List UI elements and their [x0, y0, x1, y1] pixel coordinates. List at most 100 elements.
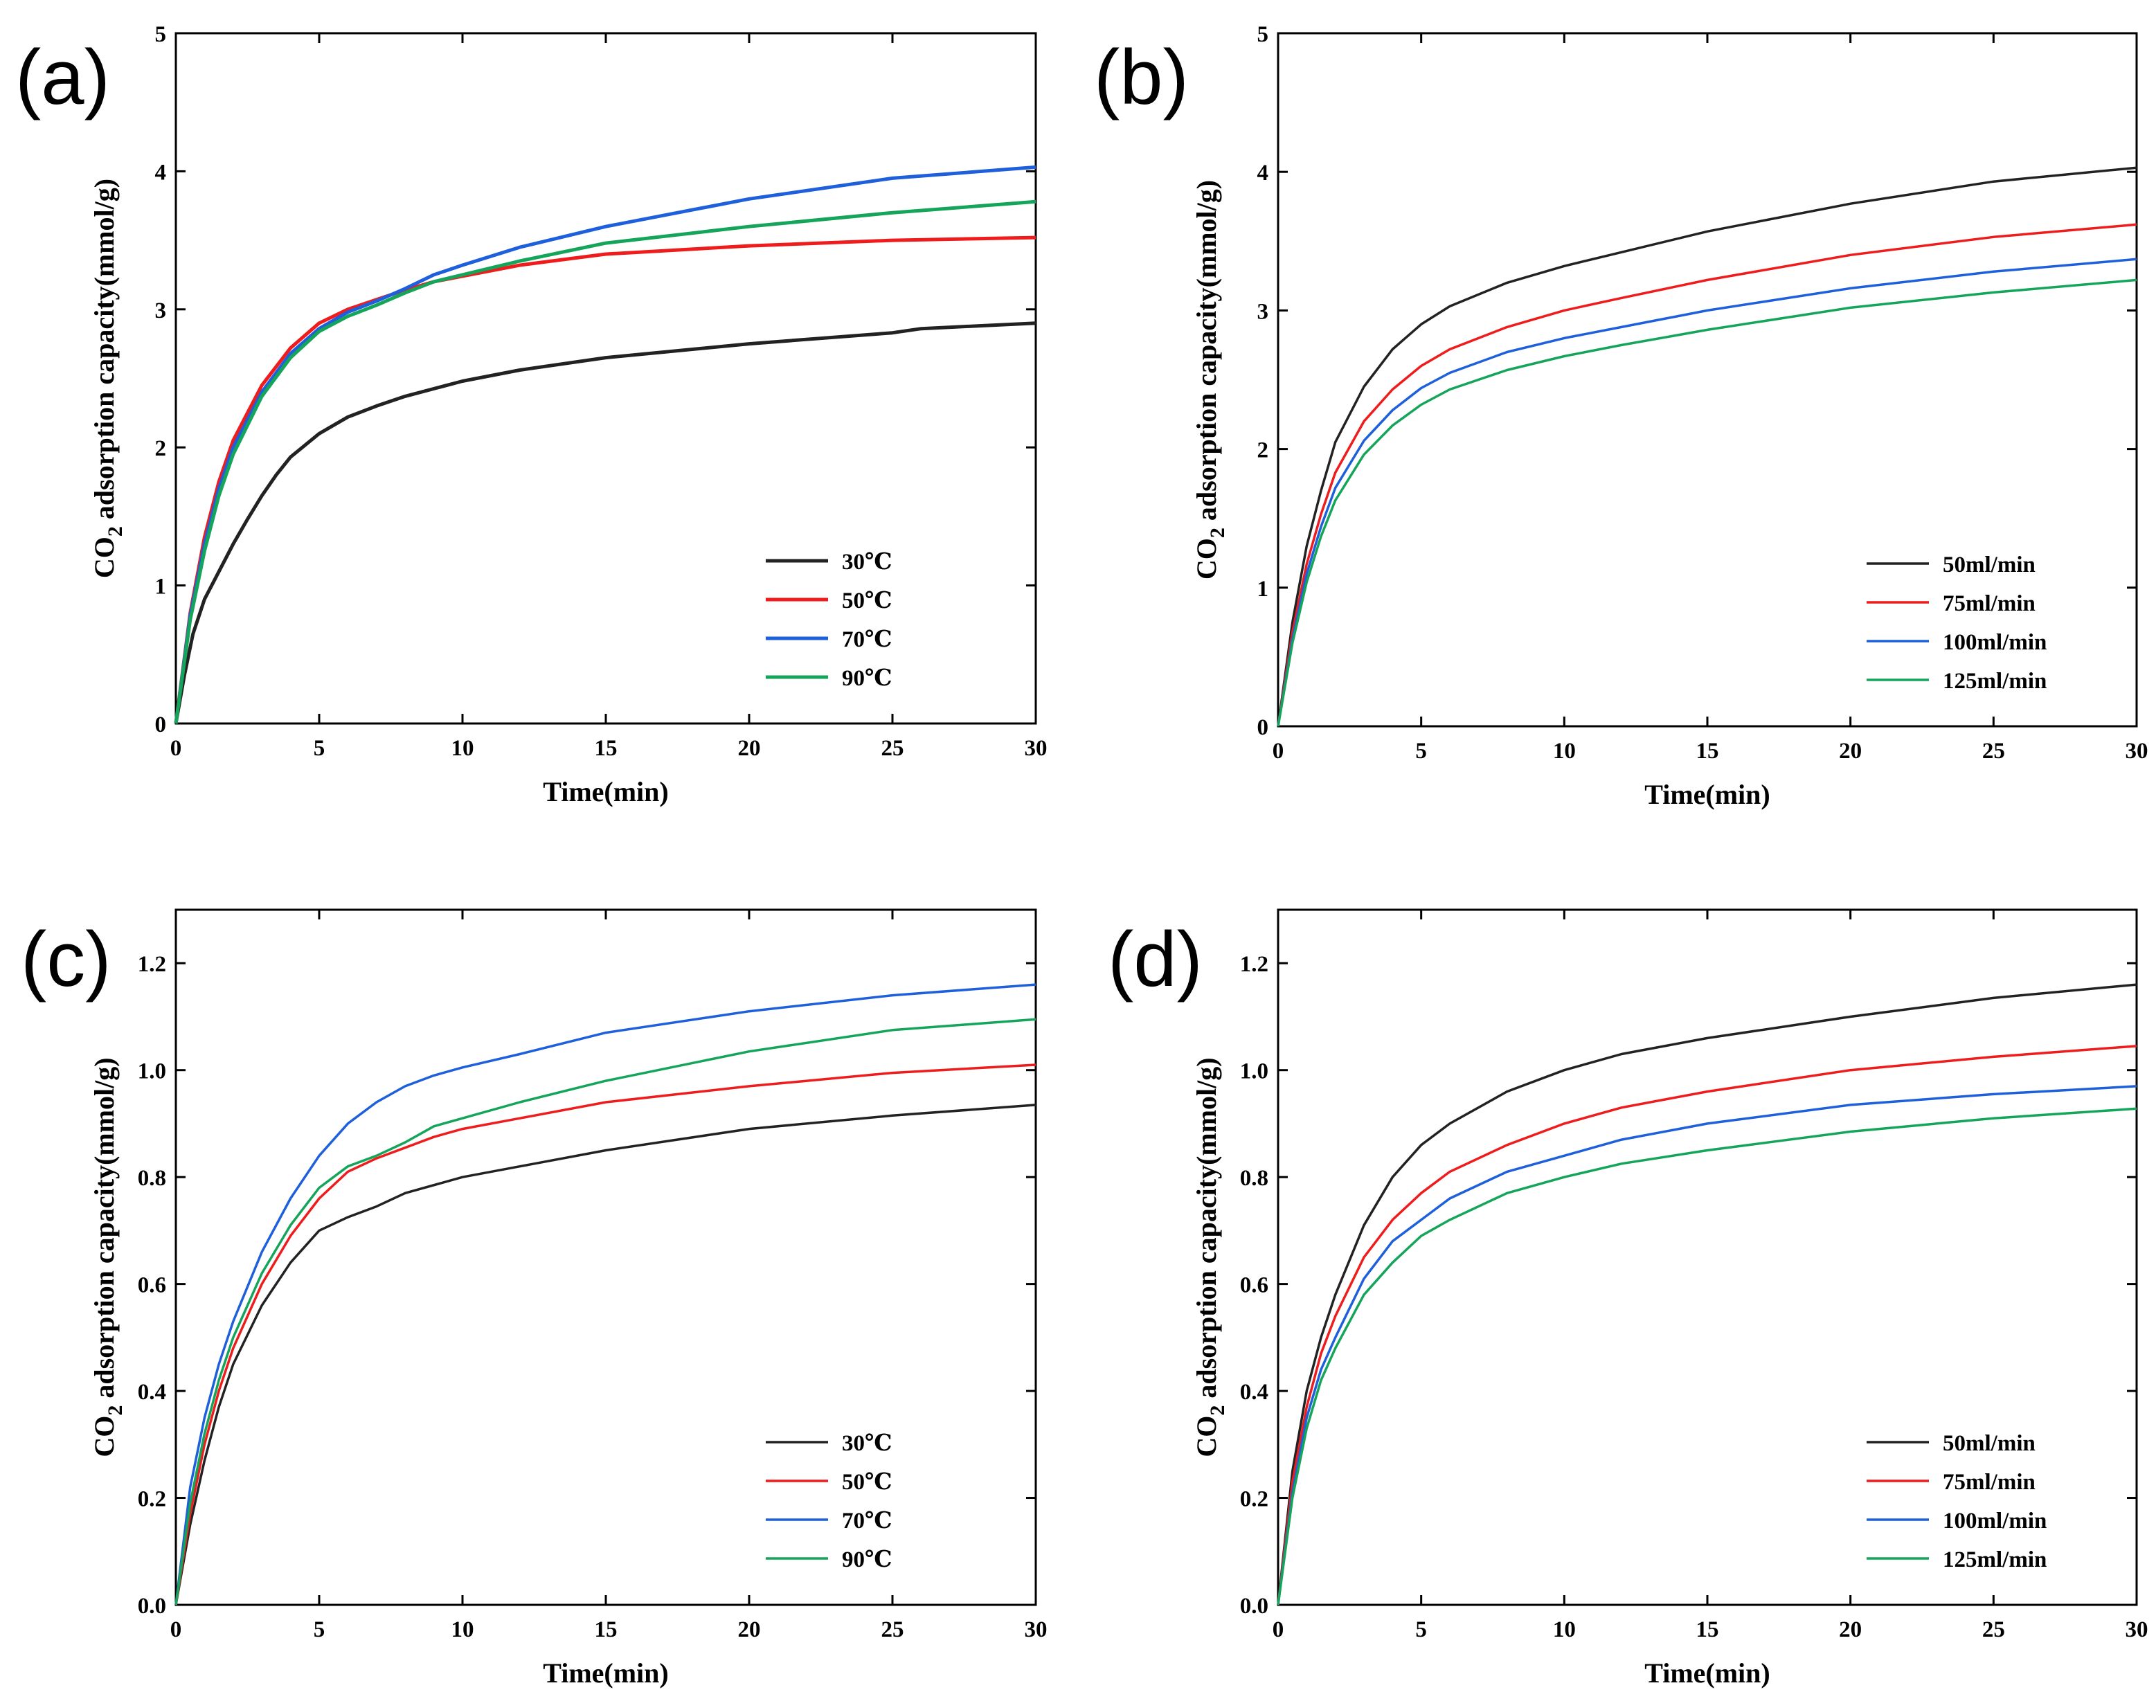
legend-label: 50ml/min — [1943, 552, 2036, 577]
x-tick-label: 5 — [314, 736, 325, 761]
legend: 30℃ 50℃ 70℃ 90℃ — [766, 550, 892, 691]
y-tick-label: 0.2 — [138, 1487, 166, 1512]
x-tick-label: 20 — [738, 736, 761, 761]
x-tick-label: 25 — [881, 1617, 904, 1642]
series-line-4 — [174, 1018, 1036, 1606]
y-tick-label: 0 — [1257, 715, 1269, 740]
x-tick-label: 20 — [738, 1617, 761, 1642]
legend: 50ml/min 75ml/min 100ml/min 125ml/min — [1867, 1431, 2047, 1572]
y-axis-title-part: adsorption capacity(mmol/g) — [89, 179, 120, 526]
legend-label: 30℃ — [842, 1431, 892, 1456]
y-tick-label: 0.6 — [1240, 1273, 1268, 1298]
y-tick-label: 4 — [1257, 161, 1269, 186]
x-tick-label: 0 — [1273, 1617, 1284, 1642]
series-line-4 — [1277, 278, 2137, 727]
x-tick-label: 0 — [170, 1617, 182, 1642]
x-axis-title: Time(min) — [543, 776, 668, 807]
x-tick-label: 15 — [1696, 739, 1719, 764]
series-line-3 — [174, 165, 1036, 724]
y-tick-label: 0.2 — [1240, 1487, 1268, 1512]
plot-frame — [1277, 32, 2138, 728]
panel-label: (d) — [1108, 916, 1203, 1003]
series-line-1 — [1277, 983, 2137, 1606]
y-tick-label: 2 — [155, 436, 167, 461]
x-tick-label: 25 — [1982, 739, 2005, 764]
legend-label: 50℃ — [842, 588, 892, 613]
y-tick-label: 1.2 — [138, 952, 166, 977]
x-tick-label: 10 — [1553, 739, 1576, 764]
x-tick-label: 30 — [2126, 1617, 2148, 1642]
x-tick-label: 30 — [2126, 739, 2148, 764]
y-tick-label: 1.2 — [1240, 952, 1268, 977]
y-tick-label: 0.0 — [138, 1594, 166, 1619]
x-tick-label: 30 — [1025, 736, 1048, 761]
series-line-1 — [174, 1104, 1036, 1606]
x-tick-label: 10 — [451, 736, 474, 761]
x-tick-label: 30 — [1025, 1617, 1048, 1642]
x-tick-label: 25 — [1982, 1617, 2005, 1642]
x-axis-title: Time(min) — [1644, 779, 1770, 810]
x-tick-label: 25 — [881, 736, 904, 761]
legend-label: 125ml/min — [1943, 1547, 2047, 1572]
series-line-3 — [1277, 1085, 2137, 1606]
series-line-4 — [1277, 1107, 2137, 1606]
x-axis-title: Time(min) — [543, 1657, 668, 1689]
legend-label: 70℃ — [842, 1509, 892, 1534]
y-axis-title-part: adsorption capacity(mmol/g) — [1191, 180, 1222, 528]
y-axis-title: CO2 adsorption capacity(mmol/g) — [1191, 180, 1229, 579]
legend-label: 125ml/min — [1943, 669, 2047, 694]
x-tick-label: 0 — [1273, 739, 1284, 764]
legend-label: 50℃ — [842, 1470, 892, 1495]
legend: 50ml/min 75ml/min 100ml/min 125ml/min — [1867, 552, 2047, 694]
x-tick-label: 10 — [451, 1617, 474, 1642]
panel-label: (c) — [21, 916, 111, 1003]
y-tick-label: 0.8 — [138, 1166, 166, 1191]
y-tick-label: 1.0 — [1240, 1059, 1268, 1084]
y-axis-title: CO2 adsorption capacity(mmol/g) — [1191, 1057, 1229, 1457]
legend-label: 70℃ — [842, 627, 892, 652]
series-line-4 — [174, 199, 1036, 724]
y-tick-label: 1 — [1257, 577, 1269, 602]
plot-frame — [174, 32, 1037, 725]
y-tick-label: 0.8 — [1240, 1166, 1268, 1191]
series-line-1 — [174, 321, 1036, 724]
y-axis-title-part: adsorption capacity(mmol/g) — [89, 1057, 120, 1405]
y-tick-label: 3 — [155, 298, 167, 323]
x-tick-label: 0 — [170, 736, 182, 761]
plot-frame — [174, 908, 1037, 1606]
legend-label: 30℃ — [842, 550, 892, 575]
series-line-3 — [1277, 258, 2137, 727]
legend-label: 75ml/min — [1943, 591, 2036, 616]
legend-label: 90℃ — [842, 1547, 892, 1572]
series-line-2 — [1277, 1045, 2137, 1606]
x-tick-label: 20 — [1839, 1617, 1862, 1642]
legend-label: 50ml/min — [1943, 1431, 2036, 1456]
panel-label: (b) — [1094, 34, 1189, 120]
x-tick-label: 5 — [1415, 739, 1427, 764]
y-axis-title-subscript: 2 — [1206, 528, 1229, 538]
y-tick-label: 5 — [1257, 22, 1269, 47]
series-line-2 — [174, 1063, 1036, 1606]
series-line-2 — [1277, 223, 2137, 727]
series-line-1 — [1277, 166, 2137, 727]
y-tick-label: 4 — [155, 160, 167, 185]
panel-label: (a) — [15, 34, 110, 120]
y-tick-label: 5 — [155, 22, 167, 47]
legend-label: 100ml/min — [1943, 1509, 2047, 1534]
chart-panel-d: (d) 0 5 10 15 20 25 30 0.0 0.2 0.4 0.6 0.8 1.0 1.2 Time… — [1108, 908, 2148, 1689]
x-tick-label: 10 — [1553, 1617, 1576, 1642]
y-tick-label: 1.0 — [138, 1059, 166, 1084]
series-line-3 — [174, 983, 1036, 1606]
y-axis-title: CO2 adsorption capacity(mmol/g) — [89, 1057, 127, 1457]
y-axis-title-part: adsorption capacity(mmol/g) — [1191, 1057, 1222, 1405]
y-tick-label: 0.6 — [138, 1273, 166, 1298]
y-tick-label: 3 — [1257, 299, 1269, 324]
x-axis-title: Time(min) — [1644, 1657, 1770, 1689]
y-tick-label: 0.0 — [1240, 1594, 1268, 1619]
y-tick-label: 2 — [1257, 438, 1269, 463]
y-axis-title: CO2 adsorption capacity(mmol/g) — [89, 179, 127, 578]
x-tick-label: 15 — [595, 736, 618, 761]
legend-label: 75ml/min — [1943, 1470, 2036, 1495]
y-axis-title-part: CO — [89, 537, 120, 578]
